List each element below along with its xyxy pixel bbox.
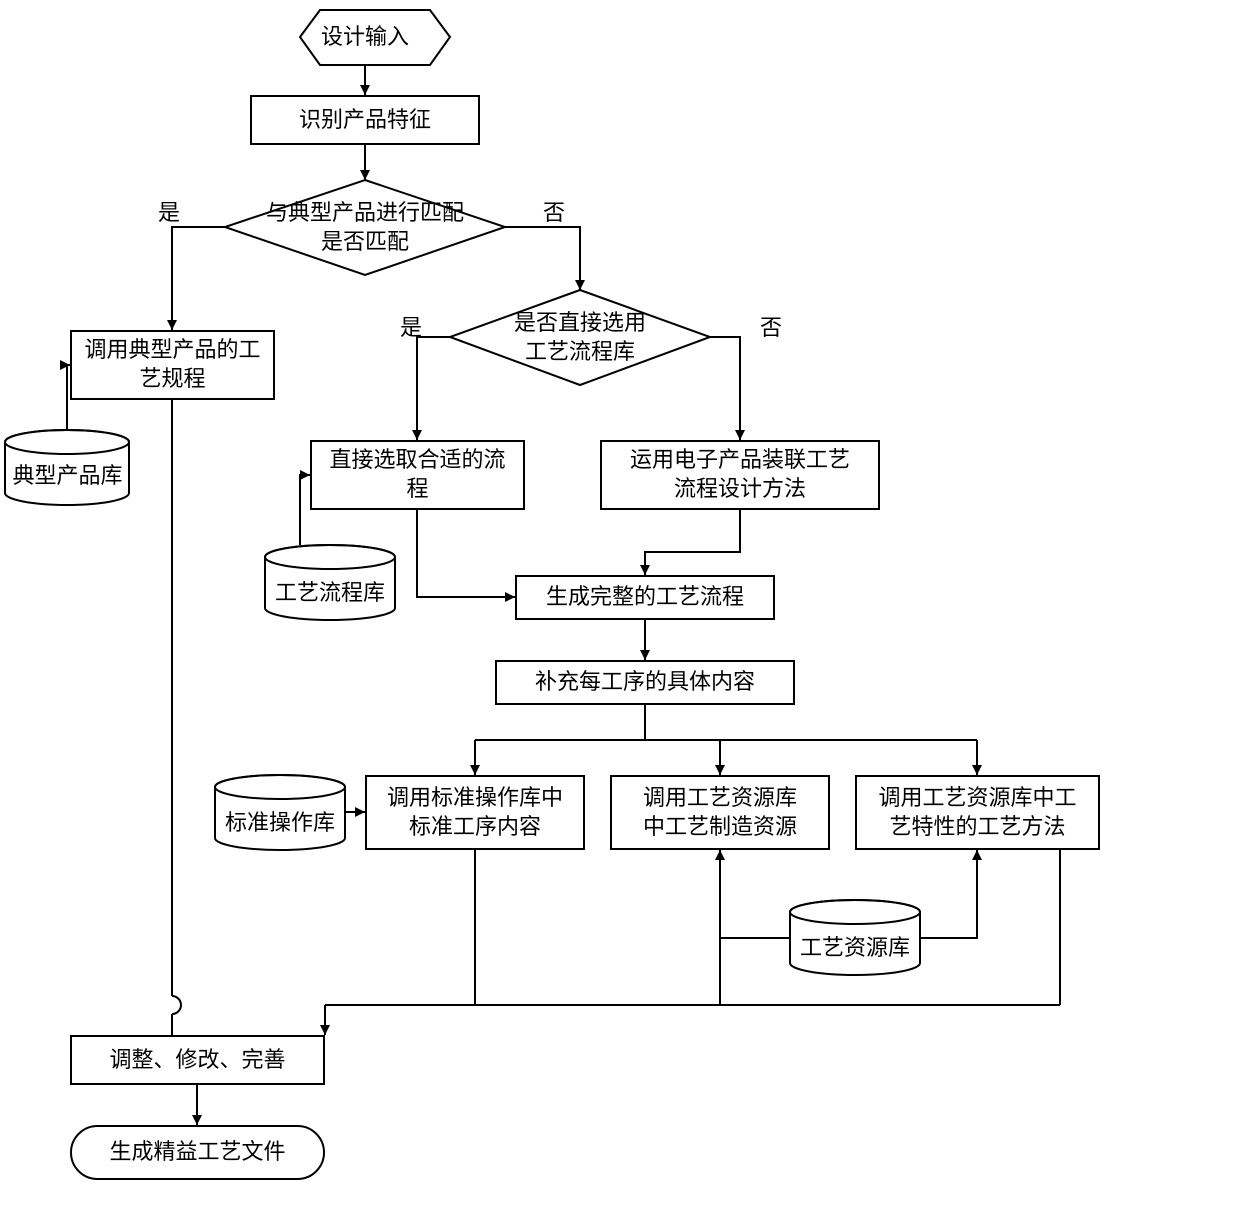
- db-flow-label: 工艺流程库: [265, 575, 395, 607]
- node-match: 与典型产品进行匹配 是否匹配: [225, 190, 505, 265]
- db-stdop-label: 标准操作库: [215, 805, 345, 837]
- node-callchar: 调用工艺资源库中工 艺特性的工艺方法: [855, 775, 1100, 850]
- node-uselib-label: 是否直接选用 工艺流程库: [514, 309, 646, 366]
- node-callproc-label: 调用典型产品的工 艺规程: [84, 336, 260, 393]
- node-callproc: 调用典型产品的工 艺规程: [70, 330, 275, 400]
- node-adjust-label: 调整、修改、完善: [109, 1046, 285, 1075]
- node-start: 设计输入: [280, 10, 450, 65]
- node-identify: 识别产品特征: [250, 95, 480, 145]
- node-callstd-label: 调用标准操作库中 标准工序内容: [387, 784, 563, 841]
- edge-uselib-no: 否: [760, 310, 782, 342]
- node-genflow: 生成完整的工艺流程: [515, 575, 775, 620]
- node-callchar-label: 调用工艺资源库中工 艺特性的工艺方法: [878, 784, 1076, 841]
- node-fillstep: 补充每工序的具体内容: [495, 660, 795, 705]
- node-adjust: 调整、修改、完善: [70, 1035, 325, 1085]
- node-pickflow-label: 直接选取合适的流 程: [329, 446, 505, 503]
- node-fillstep-label: 补充每工序的具体内容: [535, 668, 755, 697]
- node-output: 生成精益工艺文件: [70, 1125, 325, 1180]
- node-pickflow: 直接选取合适的流 程: [310, 440, 525, 510]
- node-callmfg-label: 调用工艺资源库 中工艺制造资源: [643, 784, 797, 841]
- edge-uselib-yes: 是: [400, 310, 422, 342]
- db-res-label: 工艺资源库: [790, 930, 920, 962]
- node-genflow-label: 生成完整的工艺流程: [546, 583, 744, 612]
- node-identify-label: 识别产品特征: [299, 106, 431, 135]
- node-match-label: 与典型产品进行匹配 是否匹配: [266, 199, 464, 256]
- db-typical-label: 典型产品库: [5, 458, 130, 490]
- node-usemethod: 运用电子产品装联工艺 流程设计方法: [600, 440, 880, 510]
- edge-match-yes: 是: [158, 195, 180, 227]
- node-callmfg: 调用工艺资源库 中工艺制造资源: [610, 775, 830, 850]
- node-uselib: 是否直接选用 工艺流程库: [450, 300, 710, 375]
- edge-match-no: 否: [543, 195, 565, 227]
- node-usemethod-label: 运用电子产品装联工艺 流程设计方法: [630, 446, 850, 503]
- node-start-label: 设计输入: [321, 23, 409, 52]
- node-output-label: 生成精益工艺文件: [109, 1138, 285, 1167]
- node-callstd: 调用标准操作库中 标准工序内容: [365, 775, 585, 850]
